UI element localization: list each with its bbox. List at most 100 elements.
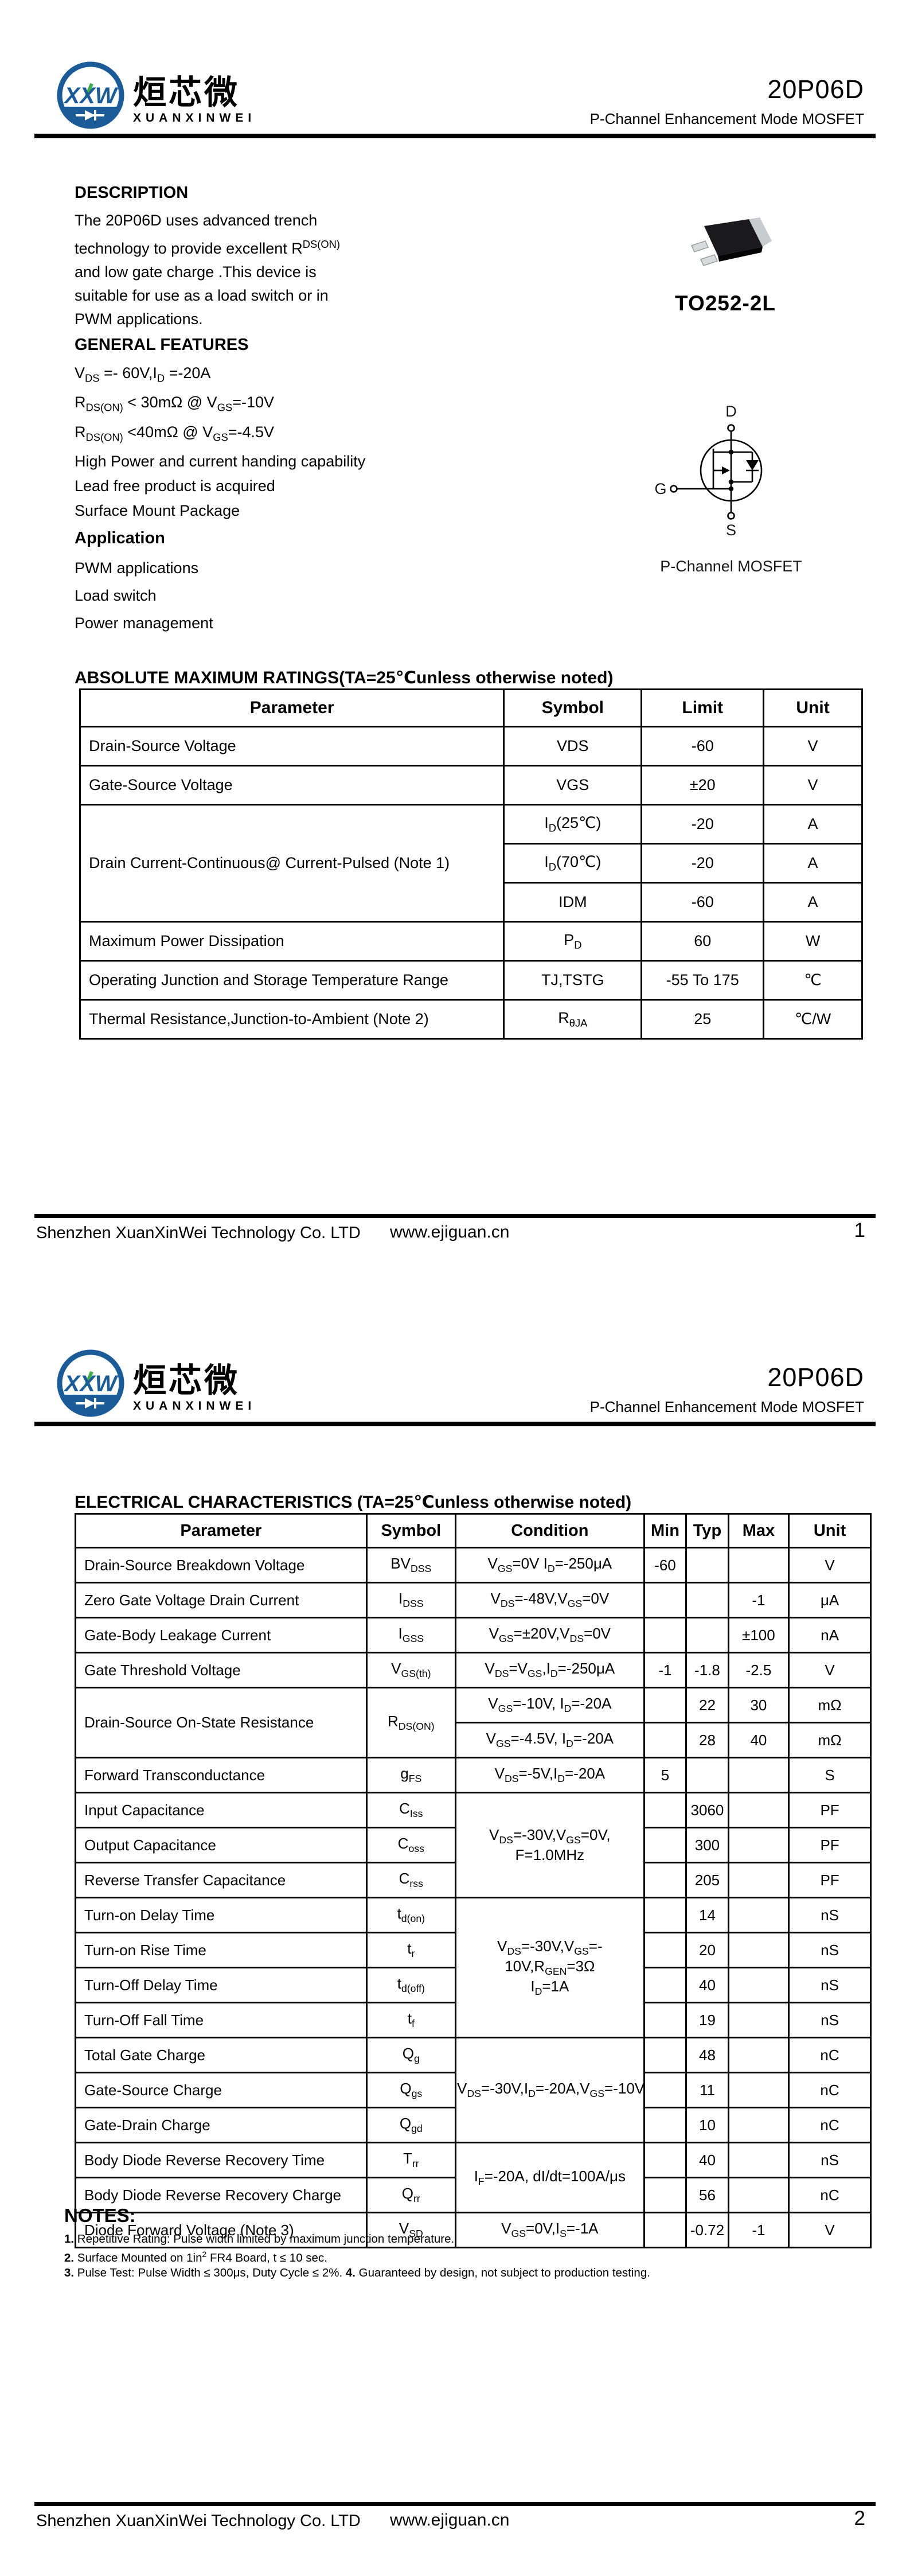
table-row: Turn-Off Fall Time tf 19 nS bbox=[75, 2002, 872, 2038]
table-row: Output Capacitance Coss 300 PF bbox=[75, 1827, 872, 1863]
table-cell bbox=[643, 1967, 688, 2003]
footer-company: Shenzhen XuanXinWei Technology Co. LTD bbox=[36, 1224, 361, 1242]
table-cell bbox=[727, 1967, 790, 2003]
table-cell: nC bbox=[788, 2072, 872, 2108]
table-cell: VGS=-4.5V, ID=-20A bbox=[454, 1722, 645, 1758]
logo-diode-icon bbox=[76, 1398, 104, 1408]
footer-company: Shenzhen XuanXinWei Technology Co. LTD bbox=[36, 2512, 361, 2530]
table-cell bbox=[643, 1792, 688, 1828]
table-cell: Drain-Source Voltage bbox=[79, 726, 505, 766]
table-cell: nA bbox=[788, 1617, 872, 1653]
table-row: VGS=-4.5V, ID=-20A 28 40 mΩ bbox=[76, 1722, 872, 1758]
brand-logo-icon: XXW bbox=[57, 1349, 124, 1417]
table-cell: VGS=±20V,VDS=0V bbox=[454, 1617, 645, 1653]
table-cell bbox=[643, 1862, 688, 1898]
table-cell: Operating Junction and Storage Temperatu… bbox=[79, 960, 505, 1001]
table-cell: V bbox=[788, 1652, 872, 1688]
table-cell: VGS=0V,IS=-1A bbox=[454, 2212, 645, 2248]
table-cell: Qgs bbox=[365, 2072, 456, 2108]
table-cell: V bbox=[788, 1547, 872, 1583]
table-cell: VSD bbox=[365, 2212, 456, 2248]
table-cell bbox=[727, 1827, 790, 1863]
table-cell: Thermal Resistance,Junction-to-Ambient (… bbox=[79, 999, 505, 1040]
table-cell: ℃ bbox=[763, 960, 863, 1001]
table-row: Reverse Transfer Capacitance Crss 205 PF bbox=[75, 1862, 872, 1898]
table-cell: -0.72 bbox=[685, 2212, 729, 2248]
table-cell bbox=[643, 1687, 688, 1723]
table-cell: Turn-on Delay Time bbox=[75, 1897, 368, 1933]
table-cell: PF bbox=[788, 1862, 872, 1898]
table-cell: nC bbox=[788, 2177, 872, 2213]
column-header: Symbol bbox=[365, 1513, 456, 1548]
table-cell: 20 bbox=[685, 1932, 729, 1968]
table-cell: VGS=0V ID=-250μA bbox=[454, 1547, 645, 1583]
table-cell: Gate-Body Leakage Current bbox=[75, 1617, 368, 1653]
description-line: and low gate charge .This device is bbox=[75, 263, 317, 281]
table-row: Drain-Source Voltage VDS -60 V bbox=[79, 726, 863, 766]
table-cell: nS bbox=[788, 2002, 872, 2038]
abs-max-ratings-title: ABSOLUTE MAXIMUM RATINGS(TA=25℃unless ot… bbox=[75, 668, 614, 687]
table-row: Thermal Resistance,Junction-to-Ambient (… bbox=[79, 999, 863, 1040]
table-cell bbox=[643, 2142, 688, 2178]
logo-diode-icon bbox=[76, 110, 104, 120]
table-cell bbox=[643, 1582, 688, 1618]
table-cell: gFS bbox=[365, 1757, 456, 1793]
document-subtitle: P-Channel Enhancement Mode MOSFET bbox=[589, 1398, 864, 1415]
table-row: Gate-Body Leakage Current IGSS VGS=±20V,VD… bbox=[75, 1617, 872, 1653]
table-cell bbox=[643, 2037, 688, 2073]
table-cell: VDS=VGS,ID=-250μA bbox=[454, 1652, 645, 1688]
table-cell bbox=[727, 1932, 790, 1968]
table-cell: nS bbox=[788, 1932, 872, 1968]
table-cell: Turn-on Rise Time bbox=[75, 1932, 368, 1968]
footer-divider bbox=[34, 1214, 876, 1218]
package-body bbox=[704, 219, 763, 256]
table-cell: Reverse Transfer Capacitance bbox=[75, 1862, 368, 1898]
table-cell: IDM bbox=[503, 882, 643, 923]
column-header: Parameter bbox=[79, 688, 505, 727]
table-row: Gate-Source Charge Qgs 11 nC bbox=[75, 2072, 872, 2108]
table-cell bbox=[685, 1757, 729, 1793]
table-cell: S bbox=[788, 1757, 872, 1793]
notes-list: 1. Repetitive Rating: Pulse width limite… bbox=[64, 2232, 856, 2281]
table-cell: ID(25℃) bbox=[503, 804, 643, 845]
table-cell: 19 bbox=[685, 2002, 729, 2038]
table-cell: VDS bbox=[503, 726, 643, 766]
table-cell: 5 bbox=[643, 1757, 688, 1793]
table-row: Turn-on Rise Time tr 20 nS bbox=[75, 1932, 872, 1968]
table-cell: Gate-Drain Charge bbox=[75, 2107, 368, 2143]
datasheet-page-1: XXW 烜芯微 XUANXINWEI 20P06D P-Channel Enha… bbox=[34, 61, 876, 1242]
table-cell: 11 bbox=[685, 2072, 729, 2108]
table-row: ID(70℃) -20 A bbox=[80, 843, 863, 884]
column-header: Symbol bbox=[503, 688, 643, 727]
table-row: Input Capacitance CIss VDS=-30V,VGS=0V, F=1… bbox=[75, 1792, 872, 1898]
table-cell: tr bbox=[365, 1932, 456, 1968]
table-cell bbox=[643, 2002, 688, 2038]
mosfet-symbol-icon: D G S bbox=[654, 403, 763, 539]
feature-line: RDS(ON) <40mΩ @ VGS=-4.5V bbox=[75, 423, 275, 443]
table-cell: nC bbox=[788, 2037, 872, 2073]
description-line: technology to provide excellent RDS(ON) bbox=[75, 238, 341, 257]
logo-green-accent bbox=[84, 1371, 93, 1387]
feature-line: Lead free product is acquired bbox=[75, 477, 275, 495]
table-header-row: Parameter Symbol Condition Min Typ Max Unit bbox=[75, 1513, 872, 1548]
table-cell: RθJA bbox=[503, 999, 643, 1040]
logo-circle bbox=[57, 1349, 124, 1417]
table-cell: -1 bbox=[727, 2212, 790, 2248]
application-title: Application bbox=[75, 529, 165, 548]
table-cell bbox=[643, 1932, 688, 1968]
symbol-caption: P-Channel MOSFET bbox=[660, 558, 802, 575]
table-row: Gate Threshold Voltage VGS(th) VDS=VGS,ID=… bbox=[75, 1652, 872, 1688]
table-cell: -2.5 bbox=[727, 1652, 790, 1688]
table-cell: nS bbox=[788, 1967, 872, 2003]
table-cell: 56 bbox=[685, 2177, 729, 2213]
table-cell: 300 bbox=[685, 1827, 729, 1863]
logo-monogram: XXW bbox=[63, 1371, 118, 1396]
table-cell: Body Diode Reverse Recovery Time bbox=[75, 2142, 368, 2178]
description-title: DESCRIPTION bbox=[75, 184, 189, 202]
brand-name-english: XUANXINWEI bbox=[133, 1399, 256, 1412]
table-cell: Turn-Off Delay Time bbox=[75, 1967, 368, 2003]
table-cell: Output Capacitance bbox=[75, 1827, 368, 1863]
brand-logo: XXW 烜芯微 XUANXINWEI bbox=[55, 61, 256, 132]
table-cell: Gate-Source Voltage bbox=[79, 765, 505, 806]
table-cell: VDS=-30V,VGS=- 10V,RGEN=3Ω ID=1A bbox=[454, 1897, 645, 2038]
